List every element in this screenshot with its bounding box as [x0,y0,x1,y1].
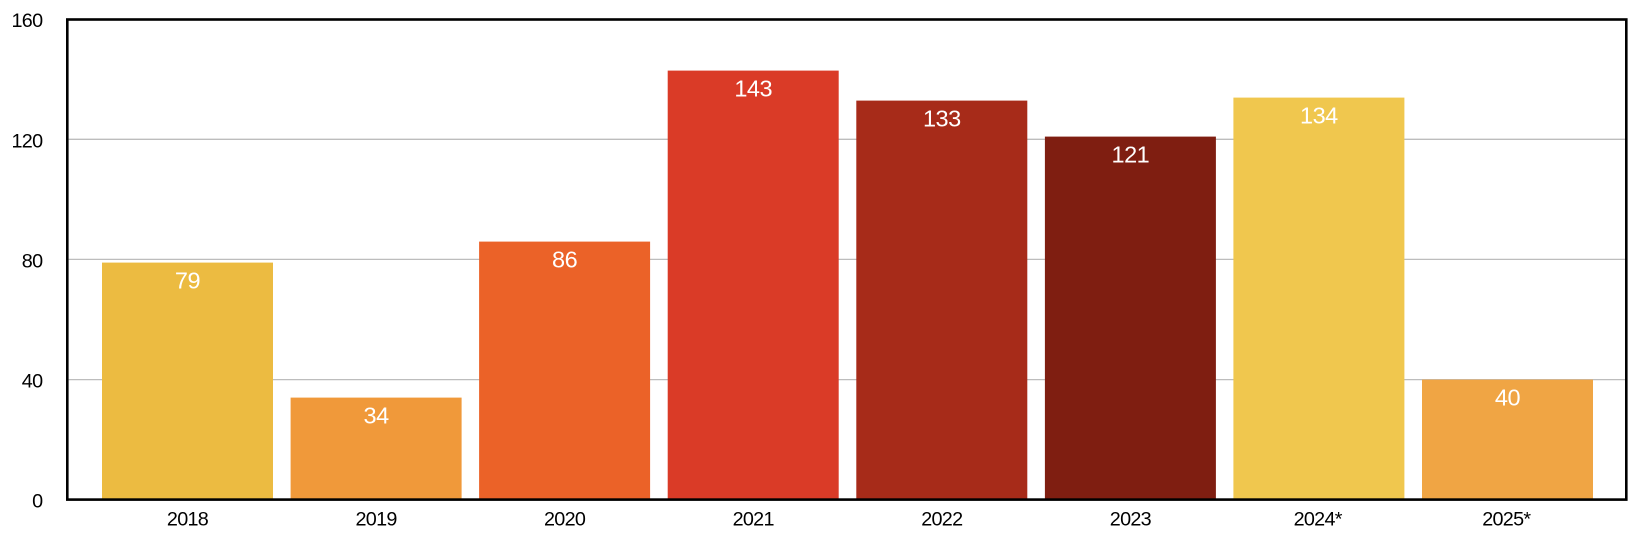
svg-text:79: 79 [175,268,200,294]
svg-text:120: 120 [11,130,43,152]
svg-text:2021: 2021 [733,509,775,531]
svg-text:121: 121 [1112,142,1150,168]
svg-text:133: 133 [923,106,961,132]
svg-text:2023: 2023 [1110,509,1152,531]
svg-text:2018: 2018 [167,509,209,531]
svg-text:34: 34 [364,403,390,429]
svg-text:2024*: 2024* [1294,509,1343,531]
svg-text:143: 143 [734,76,772,102]
svg-text:160: 160 [11,10,43,32]
svg-text:2025*: 2025* [1482,509,1531,531]
svg-text:134: 134 [1300,103,1338,129]
svg-text:40: 40 [1495,385,1521,411]
svg-text:40: 40 [22,371,43,393]
svg-text:2022: 2022 [921,509,962,531]
svg-text:80: 80 [22,251,43,273]
svg-text:0: 0 [32,491,43,513]
svg-text:2020: 2020 [544,509,586,531]
svg-text:2019: 2019 [355,509,397,531]
svg-text:86: 86 [552,247,578,273]
